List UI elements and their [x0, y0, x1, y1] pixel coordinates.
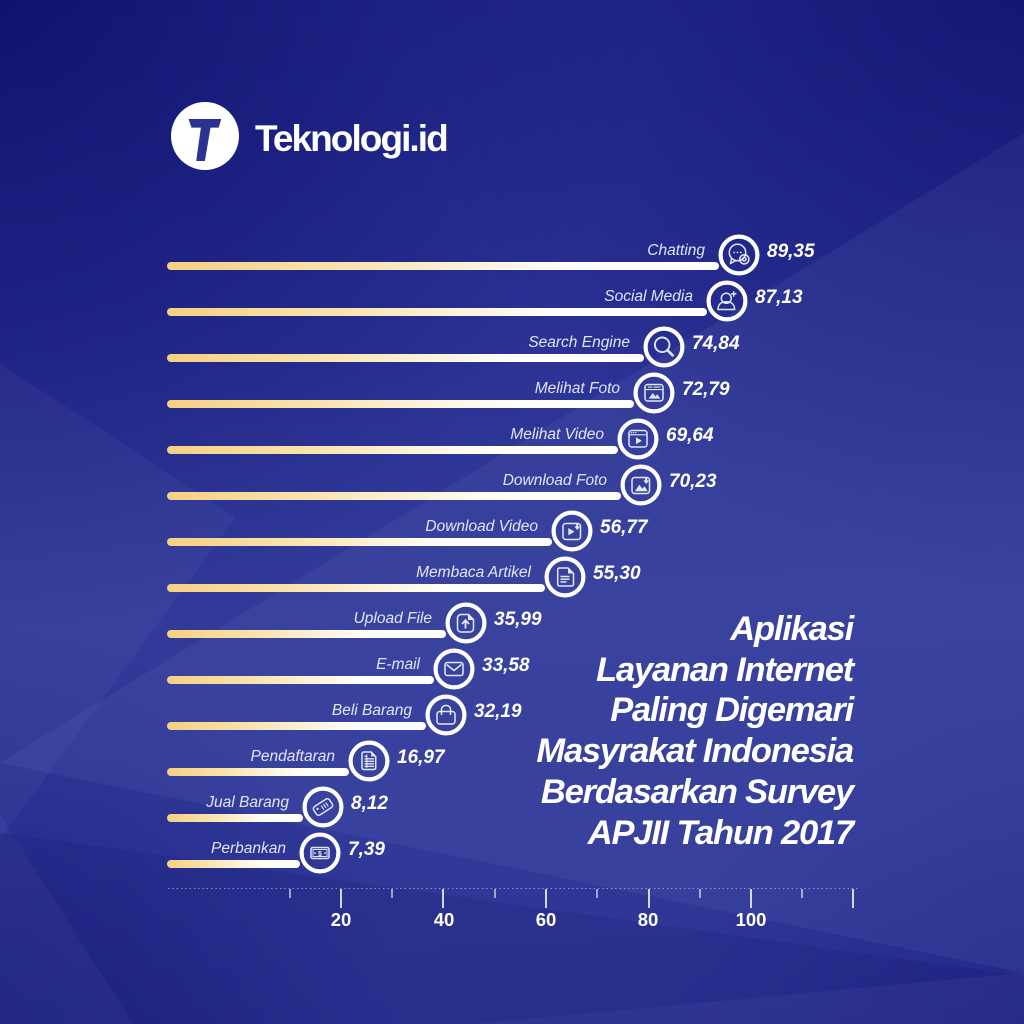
svg-text:$: $: [318, 851, 322, 858]
